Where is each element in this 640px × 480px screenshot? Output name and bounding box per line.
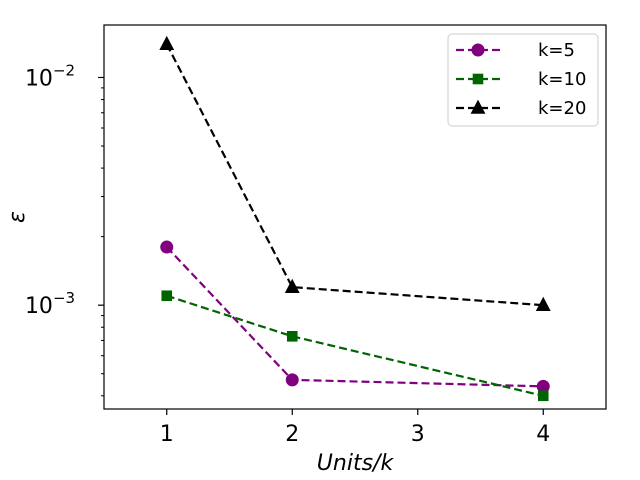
legend-box — [447, 33, 599, 127]
y-axis-label: ε — [5, 211, 30, 223]
y-tick-label-base: 10 — [25, 294, 53, 319]
x-tick-label: 2 — [285, 422, 299, 447]
y-tick-label: 10−2 — [25, 61, 75, 91]
legend-marker-k-10 — [472, 73, 484, 85]
plot-frame — [103, 24, 607, 410]
series-markers — [159, 35, 551, 402]
data-point-k-5 — [160, 240, 174, 254]
x-tick-label: 4 — [536, 422, 550, 447]
legend-label: k=20 — [538, 98, 586, 119]
data-point-k-10 — [161, 290, 173, 302]
x-tick-label: 3 — [411, 422, 425, 447]
data-point-k-5 — [285, 373, 299, 387]
data-point-k-10 — [286, 331, 298, 342]
data-point-k-20 — [535, 296, 551, 311]
y-tick-label: 10−3 — [25, 289, 75, 319]
y-tick-label-base: 10 — [25, 66, 53, 91]
x-axis-label: Units/k — [317, 451, 395, 476]
plot-area-border — [103, 24, 607, 410]
legend-label: k=10 — [538, 69, 586, 90]
y-tick-label-exponent: −2 — [53, 61, 75, 79]
x-axis-ticks: 1 2 3 4 — [160, 409, 550, 447]
legend: k=5 k=10 k=20 — [447, 33, 599, 127]
legend-label: k=5 — [538, 40, 575, 61]
x-tick-label: 1 — [160, 422, 174, 447]
y-tick-label-exponent: −3 — [53, 289, 75, 307]
y-axis-ticks: 10−210−3 — [25, 61, 104, 397]
data-point-k-10 — [537, 390, 549, 402]
series-line-k-10 — [166, 294, 544, 397]
legend-marker-k-5 — [471, 43, 485, 57]
data-point-k-20 — [284, 278, 300, 293]
series-line-k-20 — [165, 43, 544, 307]
legend-marker-k-20 — [470, 99, 486, 114]
series-line-k-5 — [165, 246, 544, 388]
data-point-k-20 — [159, 35, 175, 50]
